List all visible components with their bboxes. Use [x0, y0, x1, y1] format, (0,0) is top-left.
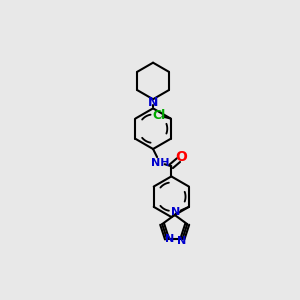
- Text: O: O: [176, 150, 188, 164]
- Text: N: N: [177, 236, 186, 246]
- Text: N: N: [148, 96, 158, 109]
- Text: NH: NH: [151, 158, 170, 168]
- Text: N: N: [165, 234, 175, 244]
- Text: Cl: Cl: [153, 109, 166, 122]
- Text: N: N: [171, 207, 180, 217]
